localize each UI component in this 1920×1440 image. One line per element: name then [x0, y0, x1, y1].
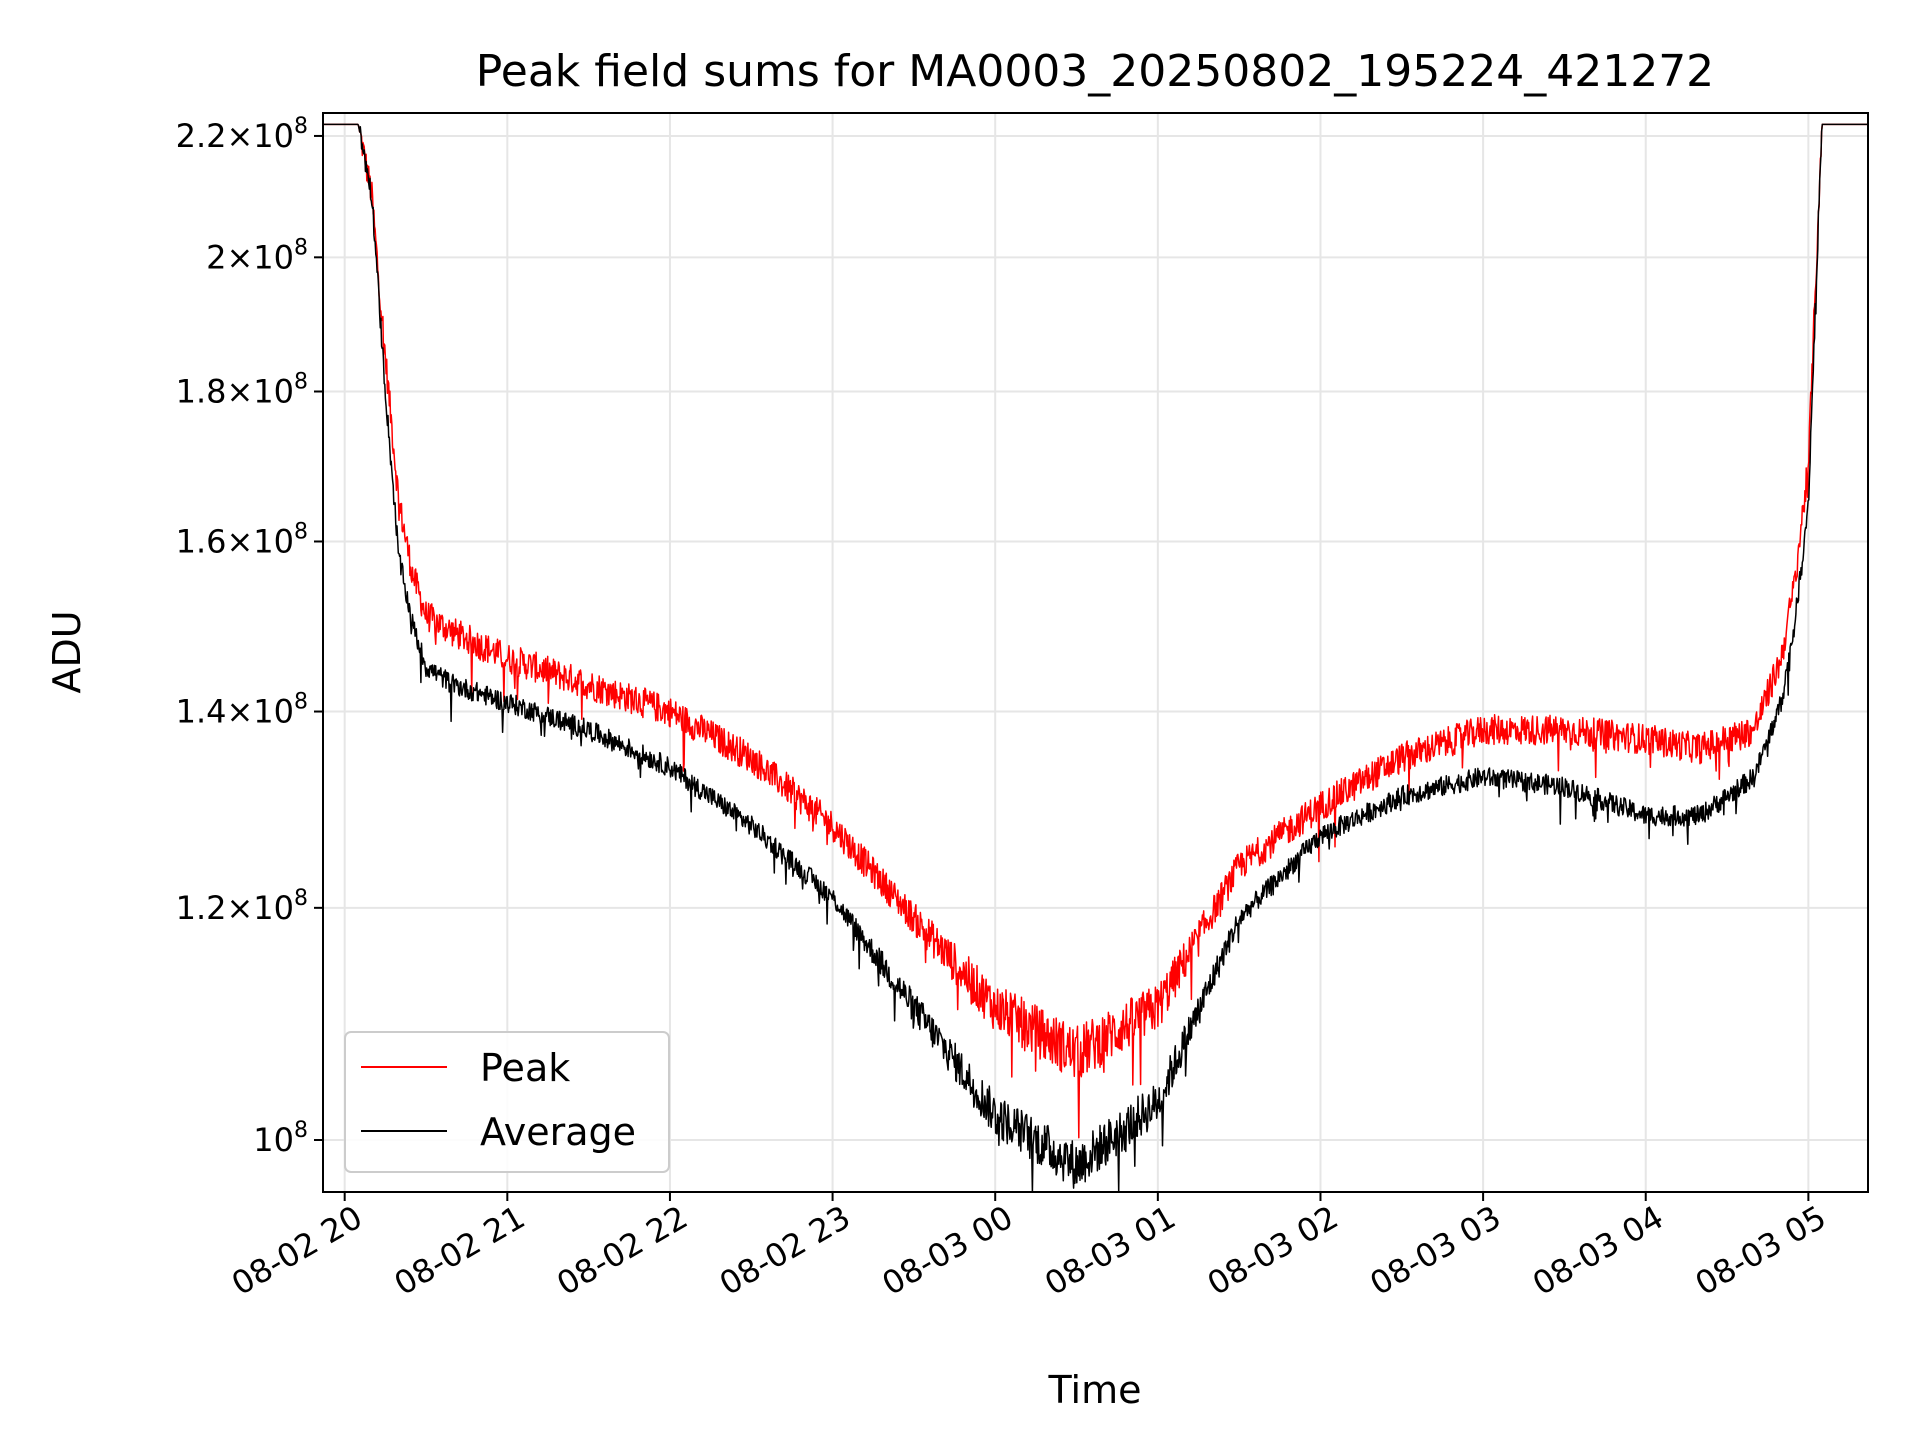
- y-tick-label: 1.8×108: [176, 369, 308, 410]
- legend: Peak Average: [344, 1031, 670, 1173]
- x-axis-label: Time: [1048, 1368, 1142, 1412]
- y-tick-label: 1.6×108: [176, 519, 308, 560]
- plot-frame: [322, 112, 1869, 1193]
- y-axis: 108 1.2×108 1.4×108 1.6×108 1.8×108 2×108 2.2×…: [176, 114, 323, 1159]
- y-axis-label: ADU: [45, 610, 89, 693]
- y-tick-label: 1.2×108: [176, 886, 308, 927]
- series-layer: [322, 123, 1869, 1193]
- series-line-peak: [322, 123, 1869, 1139]
- series-line-average: [322, 123, 1869, 1193]
- grid-layer: [323, 113, 1868, 1192]
- y-tick-label: 2.2×108: [176, 114, 308, 155]
- y-tick-label: 1.4×108: [176, 690, 308, 731]
- legend-label-average: Average: [480, 1110, 636, 1154]
- y-tick-label: 108: [253, 1118, 308, 1159]
- y-tick-label: 2×108: [206, 235, 308, 276]
- chart-title: Peak field sums for MA0003_20250802_1952…: [476, 46, 1714, 97]
- legend-label-peak: Peak: [480, 1046, 570, 1090]
